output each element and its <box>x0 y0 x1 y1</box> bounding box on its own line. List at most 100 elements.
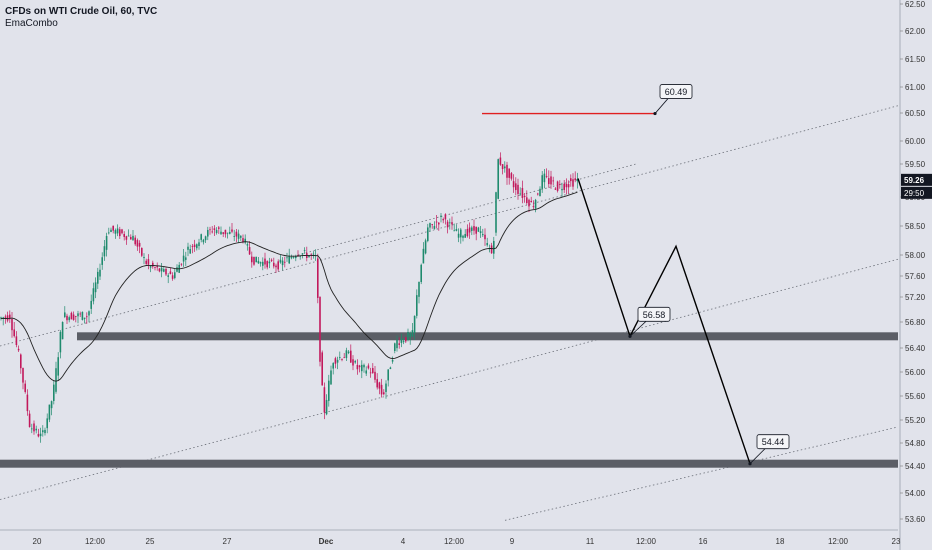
candle-body <box>0 317 2 319</box>
candle-body <box>156 265 158 268</box>
candle-body <box>141 247 143 256</box>
candle-body <box>523 195 526 198</box>
candle-body <box>46 418 48 429</box>
candle-body <box>413 315 416 333</box>
candle-body <box>453 230 455 232</box>
candle-body <box>380 384 383 395</box>
chart-title: CFDs on WTI Crude Oil, 60, TVC <box>5 6 158 17</box>
candle-body <box>37 434 40 437</box>
candle-body <box>572 179 574 187</box>
candle-body <box>286 257 288 259</box>
candle-body <box>556 181 559 191</box>
candle-body <box>466 228 469 237</box>
price-tick-label: 61.50 <box>905 55 926 64</box>
candle-body <box>332 363 334 369</box>
candle-body <box>11 318 13 331</box>
candle-body <box>554 188 557 190</box>
candle-body <box>475 226 477 234</box>
candle-body <box>229 231 231 234</box>
candle-body <box>237 233 240 239</box>
callout-anchor <box>653 111 657 116</box>
candle-body <box>17 348 20 351</box>
candle-body <box>493 240 495 254</box>
time-tick-label: Dec <box>319 537 334 546</box>
candle-body <box>501 164 504 169</box>
candle-body <box>213 228 216 230</box>
support-zones <box>0 332 898 468</box>
candle-body <box>387 369 389 381</box>
candle-body <box>400 338 403 343</box>
candle-body <box>299 255 301 257</box>
candle-body <box>372 368 374 373</box>
candle-body <box>147 259 150 265</box>
candle-body <box>561 188 563 191</box>
price-tick-label: 59.50 <box>905 160 926 169</box>
candle-body <box>468 227 471 233</box>
candle-body <box>200 234 202 240</box>
callout-box <box>756 434 790 450</box>
candle-body <box>44 429 46 434</box>
price-tick-label: 60.00 <box>905 137 926 146</box>
candle-body <box>455 229 458 231</box>
projection-path[interactable] <box>577 178 751 464</box>
candle-body <box>81 311 84 320</box>
candle-body <box>462 235 464 238</box>
candle-body <box>290 257 293 259</box>
candle-body <box>134 237 136 245</box>
candle-body <box>312 253 315 255</box>
candle-body <box>389 367 392 370</box>
price-tick-label: 56.00 <box>905 368 926 377</box>
candle-body <box>275 265 277 268</box>
candle-body <box>105 236 108 250</box>
candle-body <box>235 231 238 237</box>
candle-body <box>50 401 53 409</box>
support-zone <box>0 459 898 468</box>
candle-body <box>75 315 77 317</box>
candle-body <box>257 260 260 264</box>
time-tick-label: 12:00 <box>85 537 106 546</box>
candle-body <box>204 236 207 241</box>
candle-body <box>486 243 488 246</box>
candle-body <box>231 229 233 232</box>
time-tick-label: 12:00 <box>828 537 849 546</box>
candle-body <box>248 247 251 255</box>
candle-body <box>130 237 132 240</box>
candle-body <box>136 240 139 247</box>
price-tick-label: 54.00 <box>905 489 926 498</box>
candle-body <box>308 255 310 258</box>
candle-body <box>548 178 550 185</box>
callout-label: 60.49 <box>665 87 688 97</box>
candle-body <box>512 181 515 188</box>
candle-body <box>13 329 15 337</box>
candle-body <box>31 428 33 430</box>
candle-body <box>369 372 372 374</box>
channel-line <box>504 426 899 521</box>
time-tick-label: 12:00 <box>444 537 465 546</box>
time-tick-label: 9 <box>510 537 515 546</box>
candle-body <box>482 234 484 236</box>
channel-line <box>0 105 899 347</box>
annotations: 60.49 56.58 54.44 <box>628 84 790 466</box>
candle-body <box>398 343 400 345</box>
candle-body <box>391 359 394 362</box>
candle-body <box>110 229 112 233</box>
candle-body <box>114 230 117 234</box>
candle-body <box>528 199 530 207</box>
time-axis[interactable]: 20 12:00 25 27 Dec 4 12:00 9 11 12:00 16 18 12:00 23 <box>0 529 901 546</box>
candle-body <box>471 227 473 231</box>
candle-body <box>350 350 352 363</box>
price-tick-label: 57.60 <box>905 272 926 281</box>
current-price-label: 59.26 <box>904 176 925 185</box>
price-tick-label: 57.20 <box>905 293 926 302</box>
time-tick-label: 18 <box>776 537 785 546</box>
candle-body <box>123 233 125 237</box>
candle-body <box>189 249 191 254</box>
candle-body <box>61 322 64 340</box>
price-tick-label: 62.50 <box>905 0 926 9</box>
candle-body <box>550 176 552 185</box>
candle-body <box>310 254 312 256</box>
price-axis[interactable]: 62.5062.0061.5061.0060.5060.0059.5059.00… <box>899 0 932 550</box>
candle-body <box>246 244 249 246</box>
candle-body <box>361 364 363 372</box>
